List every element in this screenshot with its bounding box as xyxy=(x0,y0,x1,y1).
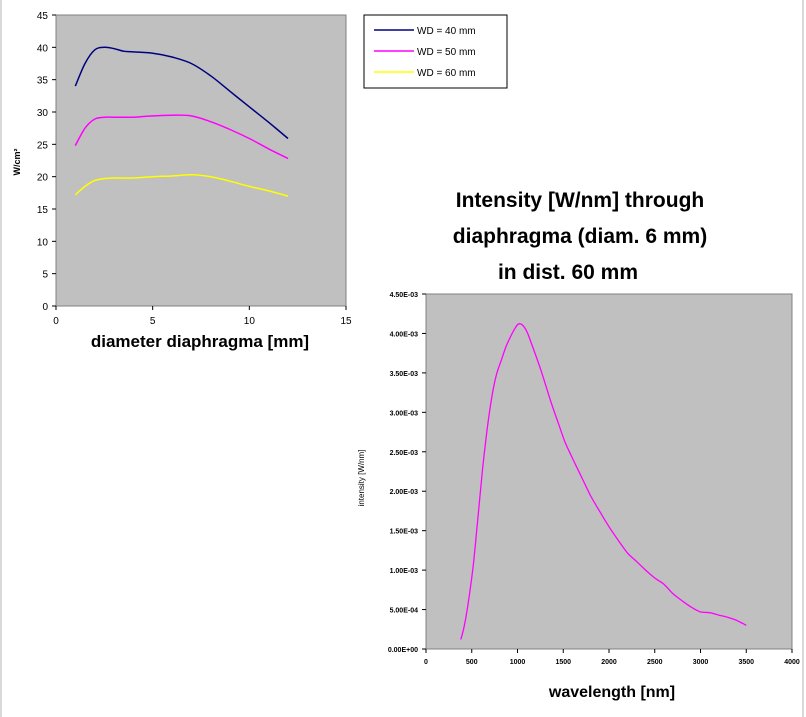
chart2-title-line3: in dist. 60 mm xyxy=(498,261,638,284)
chart2-y-axis-label: intensity [W/nm] xyxy=(357,450,366,507)
chart2-x-tick-label: 500 xyxy=(466,659,478,666)
chart1-y-tick-label: 5 xyxy=(42,270,48,281)
legend-label-wd60: WD = 60 mm xyxy=(417,68,476,79)
page-border-left xyxy=(0,0,2,717)
chart2-x-ticks: 0 500 1000 1500 2000 2500 3000 3500 4000 xyxy=(424,649,800,666)
chart1-y-tick-label: 25 xyxy=(37,140,49,151)
chart2-y-tick-label: 5.00E-04 xyxy=(390,608,419,615)
chart1-series-line-0 xyxy=(74,46,289,140)
chart2-series xyxy=(460,322,747,640)
chart2-x-tick-label: 2000 xyxy=(601,659,617,666)
chart2-y-tick-label: 4.00E-03 xyxy=(390,331,419,338)
chart1-y-tick-label: 10 xyxy=(37,237,49,248)
chart2-x-tick-label: 4000 xyxy=(784,659,800,666)
chart2-x-tick-label: 3000 xyxy=(693,659,709,666)
chart1-y-tick-label: 35 xyxy=(37,76,49,87)
page-border-right xyxy=(802,0,804,717)
chart1-y-tick-label: 45 xyxy=(37,11,49,22)
chart1-y-tick-label: 40 xyxy=(37,43,49,54)
chart1-series-line-2 xyxy=(74,173,289,197)
chart2-y-tick-label: 0.00E+00 xyxy=(388,647,418,654)
chart2-y-tick-label: 1.50E-03 xyxy=(390,529,419,536)
legend-label-wd40: WD = 40 mm xyxy=(417,26,476,37)
chart1-y-tick-label: 0 xyxy=(42,302,48,313)
chart2-y-tick-label: 2.00E-03 xyxy=(390,489,419,496)
chart1-series xyxy=(74,46,289,197)
chart2-title-line2: diaphragma (diam. 6 mm) xyxy=(453,225,707,248)
chart-intensity-spectrum: Intensity [W/nm] through diaphragma (dia… xyxy=(357,189,800,701)
chart-power-density: 0 5 10 15 20 25 30 35 40 45 0 5 10 15 diameter diaph… xyxy=(12,11,508,351)
chart2-y-ticks: 0.00E+00 5.00E-04 1.00E-03 1.50E-03 2.00E-03… xyxy=(388,292,426,654)
chart1-y-tick-label: 15 xyxy=(37,205,49,216)
chart1-x-ticks: 0 5 10 15 xyxy=(53,306,352,327)
chart2-y-tick-label: 4.50E-03 xyxy=(390,292,419,299)
chart2-y-tick-label: 2.50E-03 xyxy=(390,450,419,457)
chart1-y-ticks: 0 5 10 15 20 25 30 35 40 45 xyxy=(37,11,56,313)
chart2-y-tick-label: 3.00E-03 xyxy=(390,410,419,417)
legend-label-wd50: WD = 50 mm xyxy=(417,47,476,58)
chart1-plot-area xyxy=(55,14,347,307)
chart1-y-tick-label: 30 xyxy=(37,108,49,119)
chart2-x-tick-label: 1500 xyxy=(555,659,571,666)
chart2-x-tick-label: 1000 xyxy=(510,659,526,666)
chart2-y-tick-label: 1.00E-03 xyxy=(390,568,419,575)
chart2-y-tick-label: 3.50E-03 xyxy=(390,371,419,378)
chart2-x-axis-label: wavelength [nm] xyxy=(548,684,675,701)
chart1-x-tick-label: 10 xyxy=(244,316,256,327)
chart1-series-line-1 xyxy=(74,114,289,160)
chart1-y-axis-label: W/cm² xyxy=(12,148,22,175)
chart1-x-tick-label: 15 xyxy=(340,316,352,327)
chart2-x-tick-label: 0 xyxy=(424,659,428,666)
chart1-y-tick-label: 20 xyxy=(37,173,49,184)
chart2-x-tick-label: 3500 xyxy=(738,659,754,666)
chart2-title-line1: Intensity [W/nm] through xyxy=(456,189,704,212)
chart2-series-line-0 xyxy=(460,322,747,640)
chart2-plot-area xyxy=(425,293,793,650)
chart1-x-axis-label: diameter diaphragma [mm] xyxy=(91,332,309,351)
chart1-x-tick-label: 0 xyxy=(53,316,59,327)
chart1-legend: WD = 40 mm WD = 50 mm WD = 60 mm xyxy=(363,14,508,89)
chart2-x-tick-label: 2500 xyxy=(647,659,663,666)
chart1-x-tick-label: 5 xyxy=(150,316,156,327)
